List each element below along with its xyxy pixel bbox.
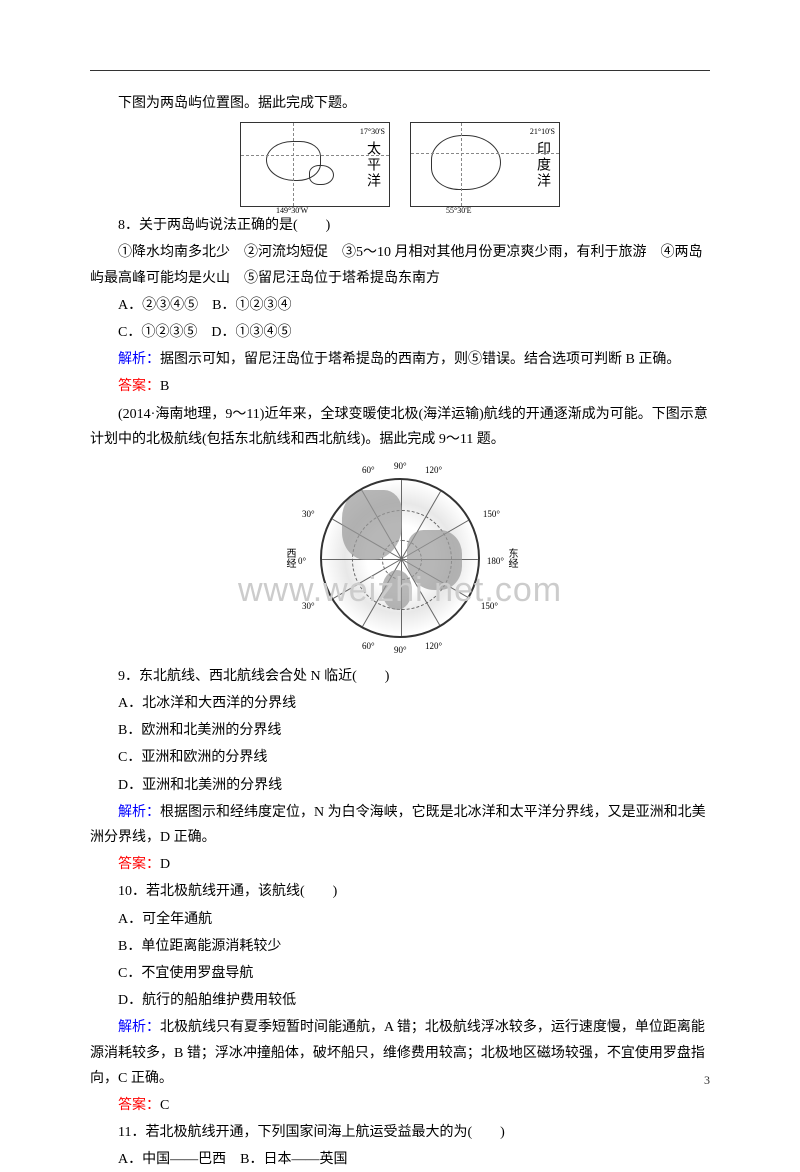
map-figure-row: 17°30'S 太平洋 149°30'W 21°10'S 印度洋 55°30'E [90,122,710,207]
map2-lon: 55°30'E [446,204,472,218]
q9-analysis-text: 根据图示和经纬度定位，N 为白令海峡，它既是北冰洋和太平洋分界线，又是亚洲和北美… [90,805,706,845]
deg-br: 120° [425,638,442,654]
q8-optA: A．②③④⑤ [118,298,198,313]
east-label: 东经 [502,548,520,568]
q8-opts-ab: A．②③④⑤ B．①②③④ [90,293,710,318]
q8-opts-cd: C．①②③⑤ D．①③④⑤ [90,320,710,345]
q11-optA: A．中国——巴西 [118,1152,226,1167]
q9-optA: A．北冰洋和大西洋的分界线 [90,691,710,716]
q10-analysis: 解析：北极航线只有夏季短暂时间能通航，A 错；北极航线浮冰较多，运行速度慢，单位… [90,1015,710,1091]
q9-stem: 9．东北航线、西北航线会合处 N 临近( ) [90,664,710,689]
map2-ocean: 印度洋 [530,141,555,189]
deg-r3: 150° [481,598,498,614]
page-number: 3 [704,1070,710,1092]
deg-l1: 30° [302,598,315,614]
map1-lat: 17°30'S [360,125,385,139]
intro-text: 下图为两岛屿位置图。据此完成下题。 [90,91,710,116]
answer-label: 答案： [118,379,160,394]
q9-optC: C．亚洲和欧洲的分界线 [90,745,710,770]
q10-optB: B．单位距离能源消耗较少 [90,934,710,959]
land-na [407,530,462,590]
q9-optD: D．亚洲和北美洲的分界线 [90,773,710,798]
island2-shape [431,135,501,190]
q8-answer-text: B [160,379,169,394]
map1-lon-line [293,123,294,206]
header-rule [90,70,710,71]
map2-lat: 21°10'S [530,125,555,139]
map2-lon-line [461,123,462,206]
q8-optD: D．①③④⑤ [211,325,291,340]
land-greenland [382,570,412,610]
q8-answer: 答案：B [90,374,710,399]
q8-optC: C．①②③⑤ [118,325,197,340]
q8-opts-statements: ①降水均南多北少 ②河流均短促 ③5～10 月相对其他月份更凉爽少雨，有利于旅游… [90,240,710,290]
q8-analysis: 解析：据图示可知，留尼汪岛位于塔希提岛的西南方，则⑤错误。结合选项可判断 B 正… [90,347,710,372]
q10-answer-text: C [160,1098,169,1113]
q10-analysis-text: 北极航线只有夏季短暂时间能通航，A 错；北极航线浮冰较多，运行速度慢，单位距离能… [90,1020,705,1085]
deg-r1: 150° [483,506,500,522]
q11-opts-ab: A．中国——巴西 B．日本——英国 [90,1147,710,1172]
circle-outer [320,478,480,638]
q10-optD: D．航行的船舶维护费用较低 [90,988,710,1013]
q10-optA: A．可全年通航 [90,907,710,932]
west-label: 西经 [280,548,298,568]
q8-stem: 8．关于两岛屿说法正确的是( ) [90,213,710,238]
deg-b: 90° [394,642,407,658]
land-eurasia [342,490,402,560]
answer-label: 答案： [118,1098,160,1113]
analysis-label: 解析： [118,1020,160,1035]
q11-optB: B．日本——英国 [240,1152,347,1167]
q11-stem: 11．若北极航线开通，下列国家间海上航运受益最大的为( ) [90,1120,710,1145]
q8-optB: B．①②③④ [212,298,291,313]
analysis-label: 解析： [118,352,160,367]
q10-answer: 答案：C [90,1093,710,1118]
island1b-shape [309,165,334,185]
q8-analysis-text: 据图示可知，留尼汪岛位于塔希提岛的西南方，则⑤错误。结合选项可判断 B 正确。 [160,352,680,367]
deg-l3: 30° [302,506,315,522]
map-reunion: 21°10'S 印度洋 55°30'E [410,122,560,207]
q9-answer-text: D [160,857,170,872]
polar-map: 60° 90° 120° 150° 180° 150° 120° 90° 60°… [300,458,500,658]
answer-label: 答案： [118,857,160,872]
map1-lon: 149°30'W [276,204,308,218]
q10-optC: C．不宜使用罗盘导航 [90,961,710,986]
map1-ocean: 太平洋 [360,141,385,189]
deg-t: 90° [394,458,407,474]
deg-tl: 60° [362,462,375,478]
q9-answer: 答案：D [90,852,710,877]
analysis-label: 解析： [118,805,160,820]
deg-bl: 60° [362,638,375,654]
intro2-text: (2014·海南地理，9～11)近年来，全球变暖使北极(海洋运输)航线的开通逐渐… [90,402,710,452]
map-tahiti: 17°30'S 太平洋 149°30'W [240,122,390,207]
deg-l2: 0° [298,553,306,569]
q10-stem: 10．若北极航线开通，该航线( ) [90,879,710,904]
q9-optB: B．欧洲和北美洲的分界线 [90,718,710,743]
deg-tr: 120° [425,462,442,478]
q9-analysis: 解析：根据图示和经纬度定位，N 为白令海峡，它既是北冰洋和太平洋分界线，又是亚洲… [90,800,710,850]
